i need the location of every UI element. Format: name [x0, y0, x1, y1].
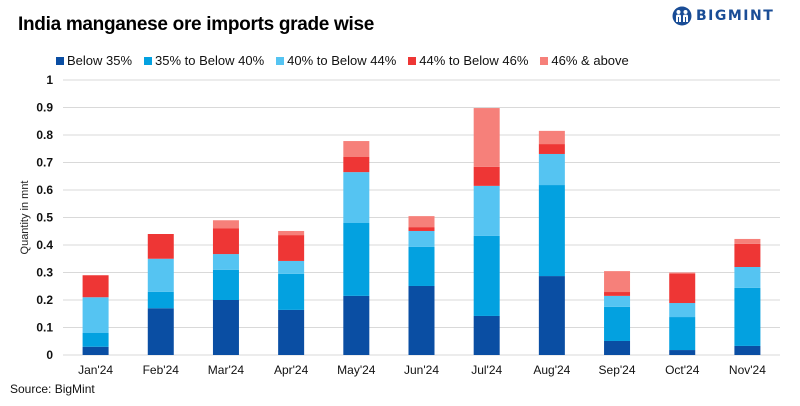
bar-segment	[734, 345, 761, 355]
bar-segment	[669, 272, 696, 274]
bar-segment	[538, 130, 565, 145]
x-tick-label: Aug'24	[533, 363, 570, 377]
x-tick-label: Jul'24	[471, 363, 502, 377]
bar-segment	[212, 220, 239, 229]
x-tick-label: Nov'24	[729, 363, 766, 377]
x-tick-label: Apr'24	[274, 363, 309, 377]
bar-segment	[669, 317, 696, 351]
legend-label: 46% & above	[551, 53, 629, 68]
y-tick-label: 0.6	[36, 183, 53, 197]
bar-segment	[147, 308, 174, 355]
bigmint-logo: BIGMINT	[672, 6, 774, 26]
bar-segment	[278, 260, 305, 274]
bar-segment	[734, 267, 761, 288]
bar-segment	[147, 258, 174, 292]
bar-segment	[604, 295, 631, 307]
legend-item: 40% to Below 44%	[276, 53, 396, 68]
bar-segment	[473, 185, 500, 236]
bar-segment	[604, 271, 631, 293]
bar-segment	[669, 350, 696, 355]
legend-swatch	[144, 56, 153, 65]
y-tick-label: 0.9	[36, 101, 53, 115]
bar-segment	[278, 273, 305, 310]
bar-segment	[278, 309, 305, 355]
legend-item: Below 35%	[56, 53, 132, 68]
bar-segment	[82, 346, 109, 355]
bar-segment	[669, 303, 696, 318]
x-tick-label: Sep'24	[599, 363, 636, 377]
legend-label: 35% to Below 40%	[155, 53, 265, 68]
y-axis-label: Quantity in mnt	[19, 181, 31, 255]
bar-segment	[408, 216, 435, 228]
bar-segment	[278, 235, 305, 261]
logo-text: BIGMINT	[696, 8, 775, 24]
legend-label: 44% to Below 46%	[419, 53, 529, 68]
y-tick-label: 0.7	[36, 156, 53, 170]
bar-segment	[734, 238, 761, 244]
bar-segment	[408, 227, 435, 231]
x-tick-label: Jan'24	[78, 363, 113, 377]
bar-segment	[473, 235, 500, 316]
bar-segment	[538, 185, 565, 277]
legend-swatch	[540, 56, 549, 65]
bar-segment	[538, 144, 565, 154]
legend-label: Below 35%	[67, 53, 133, 68]
bar-segment	[343, 295, 370, 355]
bar-segment	[212, 300, 239, 355]
x-tick-label: Jun'24	[404, 363, 439, 377]
bar-segment	[343, 223, 370, 296]
y-tick-label: 0.2	[36, 293, 53, 307]
bar-segment	[408, 285, 435, 355]
legend-swatch	[408, 56, 417, 65]
bar-segment	[604, 340, 631, 355]
source-note: Source: BigMint	[10, 382, 95, 396]
bar-segment	[408, 230, 435, 247]
people-icon	[672, 6, 692, 26]
x-tick-label: May'24	[337, 363, 376, 377]
bar-segment	[82, 297, 109, 333]
bar-segment	[473, 108, 500, 167]
bar-segment	[473, 166, 500, 186]
y-tick-label: 0.4	[36, 238, 53, 252]
bar-segment	[212, 269, 239, 300]
bar-segment	[538, 276, 565, 355]
bar-segment	[604, 292, 631, 296]
legend-item: 35% to Below 40%	[144, 53, 264, 68]
bar-segment	[343, 172, 370, 223]
bar-segment	[408, 246, 435, 286]
x-tick-label: Mar'24	[208, 363, 245, 377]
legend-label: 40% to Below 44%	[287, 53, 397, 68]
bar-segment	[343, 141, 370, 157]
bar-segment	[212, 254, 239, 270]
y-tick-label: 1	[46, 73, 53, 87]
y-tick-label: 0	[46, 348, 53, 362]
bar-segment	[82, 333, 109, 347]
bar-segment	[473, 315, 500, 355]
bar-segment	[82, 275, 109, 298]
y-tick-label: 0.1	[36, 321, 53, 335]
bar-segment	[212, 228, 239, 255]
bar-segment	[147, 234, 174, 259]
x-tick-label: Feb'24	[143, 363, 180, 377]
legend-item: 44% to Below 46%	[408, 53, 528, 68]
bar-segment	[734, 287, 761, 346]
legend-swatch	[56, 56, 64, 65]
legend: Below 35% 35% to Below 40% 40% to Below 44…	[56, 53, 629, 68]
y-tick-label: 0.3	[36, 266, 53, 280]
bar-segment	[538, 153, 565, 186]
bar-segment	[604, 306, 631, 341]
y-tick-label: 0.8	[36, 128, 53, 142]
bar-segment	[343, 157, 370, 173]
bar-segment	[734, 243, 761, 267]
x-tick-label: Oct'24	[665, 363, 700, 377]
y-tick-label: 0.5	[36, 211, 53, 225]
bar-segment	[669, 273, 696, 304]
legend-item: 46% & above	[540, 53, 629, 68]
bar-segment	[147, 291, 174, 309]
chart-title: India manganese ore imports grade wise	[18, 14, 375, 35]
bar-segment	[278, 230, 305, 236]
legend-swatch	[276, 56, 285, 65]
